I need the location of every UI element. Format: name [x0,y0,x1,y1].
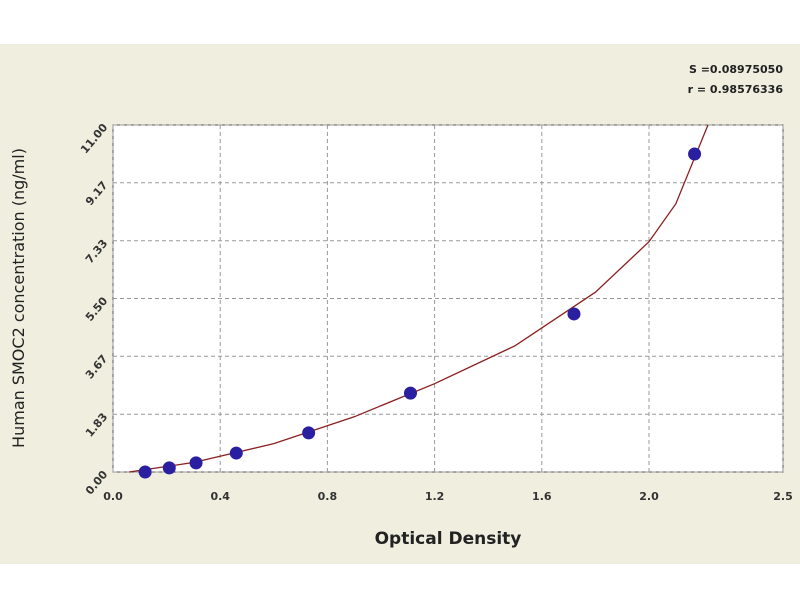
data-point [162,461,176,475]
x-tick-label: 2.0 [639,490,659,503]
annotation: r = 0.98576336 [688,83,784,96]
data-point [688,147,702,161]
annotation: S =0.08975050 [689,63,783,76]
data-point [189,456,203,470]
data-point [302,426,316,440]
x-tick-label: 1.2 [425,490,445,503]
data-point [229,446,243,460]
plot-area [112,124,784,473]
data-point [138,465,152,479]
x-tick-label: 1.6 [532,490,552,503]
data-point [403,386,417,400]
x-tick-label: 0.0 [103,490,123,503]
data-point [567,307,581,321]
x-tick-label: 0.8 [318,490,338,503]
y-axis-label: Human SMOC2 concentration (ng/ml) [9,148,28,448]
x-axis-label: Optical Density [375,529,522,549]
x-tick-label: 0.4 [210,490,230,503]
x-tick-label: 2.5 [773,490,793,503]
